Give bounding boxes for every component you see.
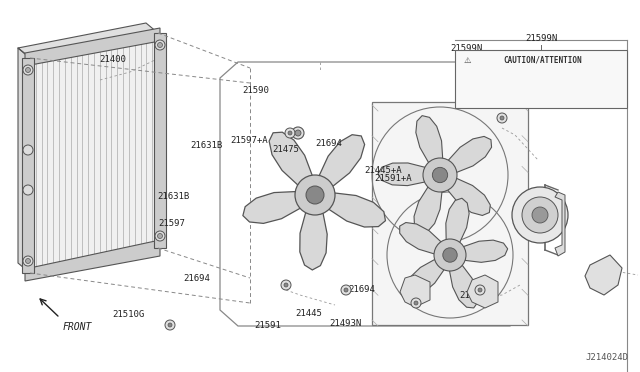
Text: J214024D: J214024D bbox=[585, 353, 628, 362]
Polygon shape bbox=[449, 137, 492, 172]
Circle shape bbox=[26, 259, 31, 263]
Text: 21445+A: 21445+A bbox=[365, 166, 403, 174]
Text: CAUTION/ATTENTION: CAUTION/ATTENTION bbox=[504, 55, 582, 64]
Circle shape bbox=[295, 130, 301, 136]
Text: 21599N: 21599N bbox=[450, 44, 482, 53]
Circle shape bbox=[512, 187, 568, 243]
Circle shape bbox=[26, 67, 31, 73]
Circle shape bbox=[423, 158, 457, 192]
Polygon shape bbox=[448, 179, 490, 215]
Text: ⚠: ⚠ bbox=[463, 55, 471, 64]
Circle shape bbox=[292, 127, 304, 139]
Circle shape bbox=[497, 113, 507, 123]
Polygon shape bbox=[18, 23, 158, 58]
Circle shape bbox=[443, 248, 457, 262]
Polygon shape bbox=[406, 260, 444, 296]
Circle shape bbox=[434, 239, 466, 271]
Text: 21445: 21445 bbox=[295, 309, 322, 318]
Circle shape bbox=[344, 288, 348, 292]
Circle shape bbox=[23, 185, 33, 195]
Text: 21590: 21590 bbox=[242, 86, 269, 95]
Circle shape bbox=[341, 285, 351, 295]
Polygon shape bbox=[416, 116, 443, 163]
Circle shape bbox=[433, 167, 447, 183]
Text: 21597: 21597 bbox=[158, 219, 185, 228]
Polygon shape bbox=[300, 213, 327, 270]
Polygon shape bbox=[467, 275, 498, 308]
Polygon shape bbox=[269, 132, 312, 185]
Polygon shape bbox=[463, 240, 508, 262]
Text: 21475N: 21475N bbox=[460, 291, 492, 300]
Text: 21631B: 21631B bbox=[157, 192, 189, 201]
Polygon shape bbox=[400, 275, 430, 307]
Polygon shape bbox=[25, 28, 160, 66]
Circle shape bbox=[23, 145, 33, 155]
Text: 21597+A: 21597+A bbox=[230, 136, 268, 145]
Circle shape bbox=[295, 175, 335, 215]
Text: 21493N: 21493N bbox=[329, 319, 361, 328]
Circle shape bbox=[155, 231, 165, 241]
Circle shape bbox=[306, 186, 324, 204]
Polygon shape bbox=[154, 33, 166, 248]
Circle shape bbox=[288, 131, 292, 135]
Text: 21475: 21475 bbox=[272, 145, 299, 154]
Circle shape bbox=[414, 301, 418, 305]
Text: 21694: 21694 bbox=[183, 274, 210, 283]
Polygon shape bbox=[449, 265, 478, 308]
Polygon shape bbox=[319, 135, 365, 186]
Polygon shape bbox=[555, 192, 565, 256]
Text: 21694: 21694 bbox=[315, 140, 342, 148]
Polygon shape bbox=[243, 192, 300, 224]
Text: 21694: 21694 bbox=[348, 285, 375, 294]
Text: 21510G: 21510G bbox=[112, 310, 144, 319]
Polygon shape bbox=[446, 198, 469, 242]
Polygon shape bbox=[25, 240, 160, 281]
Polygon shape bbox=[329, 193, 385, 227]
Circle shape bbox=[532, 207, 548, 223]
Circle shape bbox=[155, 40, 165, 50]
Polygon shape bbox=[18, 48, 30, 273]
Circle shape bbox=[23, 256, 33, 266]
Circle shape bbox=[411, 298, 421, 308]
Circle shape bbox=[500, 116, 504, 120]
Circle shape bbox=[165, 320, 175, 330]
Circle shape bbox=[285, 128, 295, 138]
Text: 21631B: 21631B bbox=[191, 141, 223, 150]
Polygon shape bbox=[30, 33, 158, 273]
Circle shape bbox=[157, 42, 163, 48]
Polygon shape bbox=[372, 102, 528, 325]
Polygon shape bbox=[22, 58, 34, 273]
Polygon shape bbox=[400, 222, 441, 254]
Circle shape bbox=[157, 234, 163, 238]
Text: 21591+A: 21591+A bbox=[374, 174, 412, 183]
Text: 21400: 21400 bbox=[99, 55, 126, 64]
Bar bbox=[455, 50, 627, 108]
Circle shape bbox=[475, 285, 485, 295]
Circle shape bbox=[284, 283, 288, 287]
Polygon shape bbox=[585, 255, 622, 295]
Circle shape bbox=[168, 323, 172, 327]
Text: FRONT: FRONT bbox=[63, 322, 92, 332]
Polygon shape bbox=[414, 187, 442, 234]
Polygon shape bbox=[378, 163, 425, 186]
Circle shape bbox=[23, 65, 33, 75]
Circle shape bbox=[522, 197, 558, 233]
Text: 21599N: 21599N bbox=[525, 34, 557, 43]
Text: 21591: 21591 bbox=[255, 321, 282, 330]
Circle shape bbox=[478, 288, 482, 292]
Circle shape bbox=[281, 280, 291, 290]
